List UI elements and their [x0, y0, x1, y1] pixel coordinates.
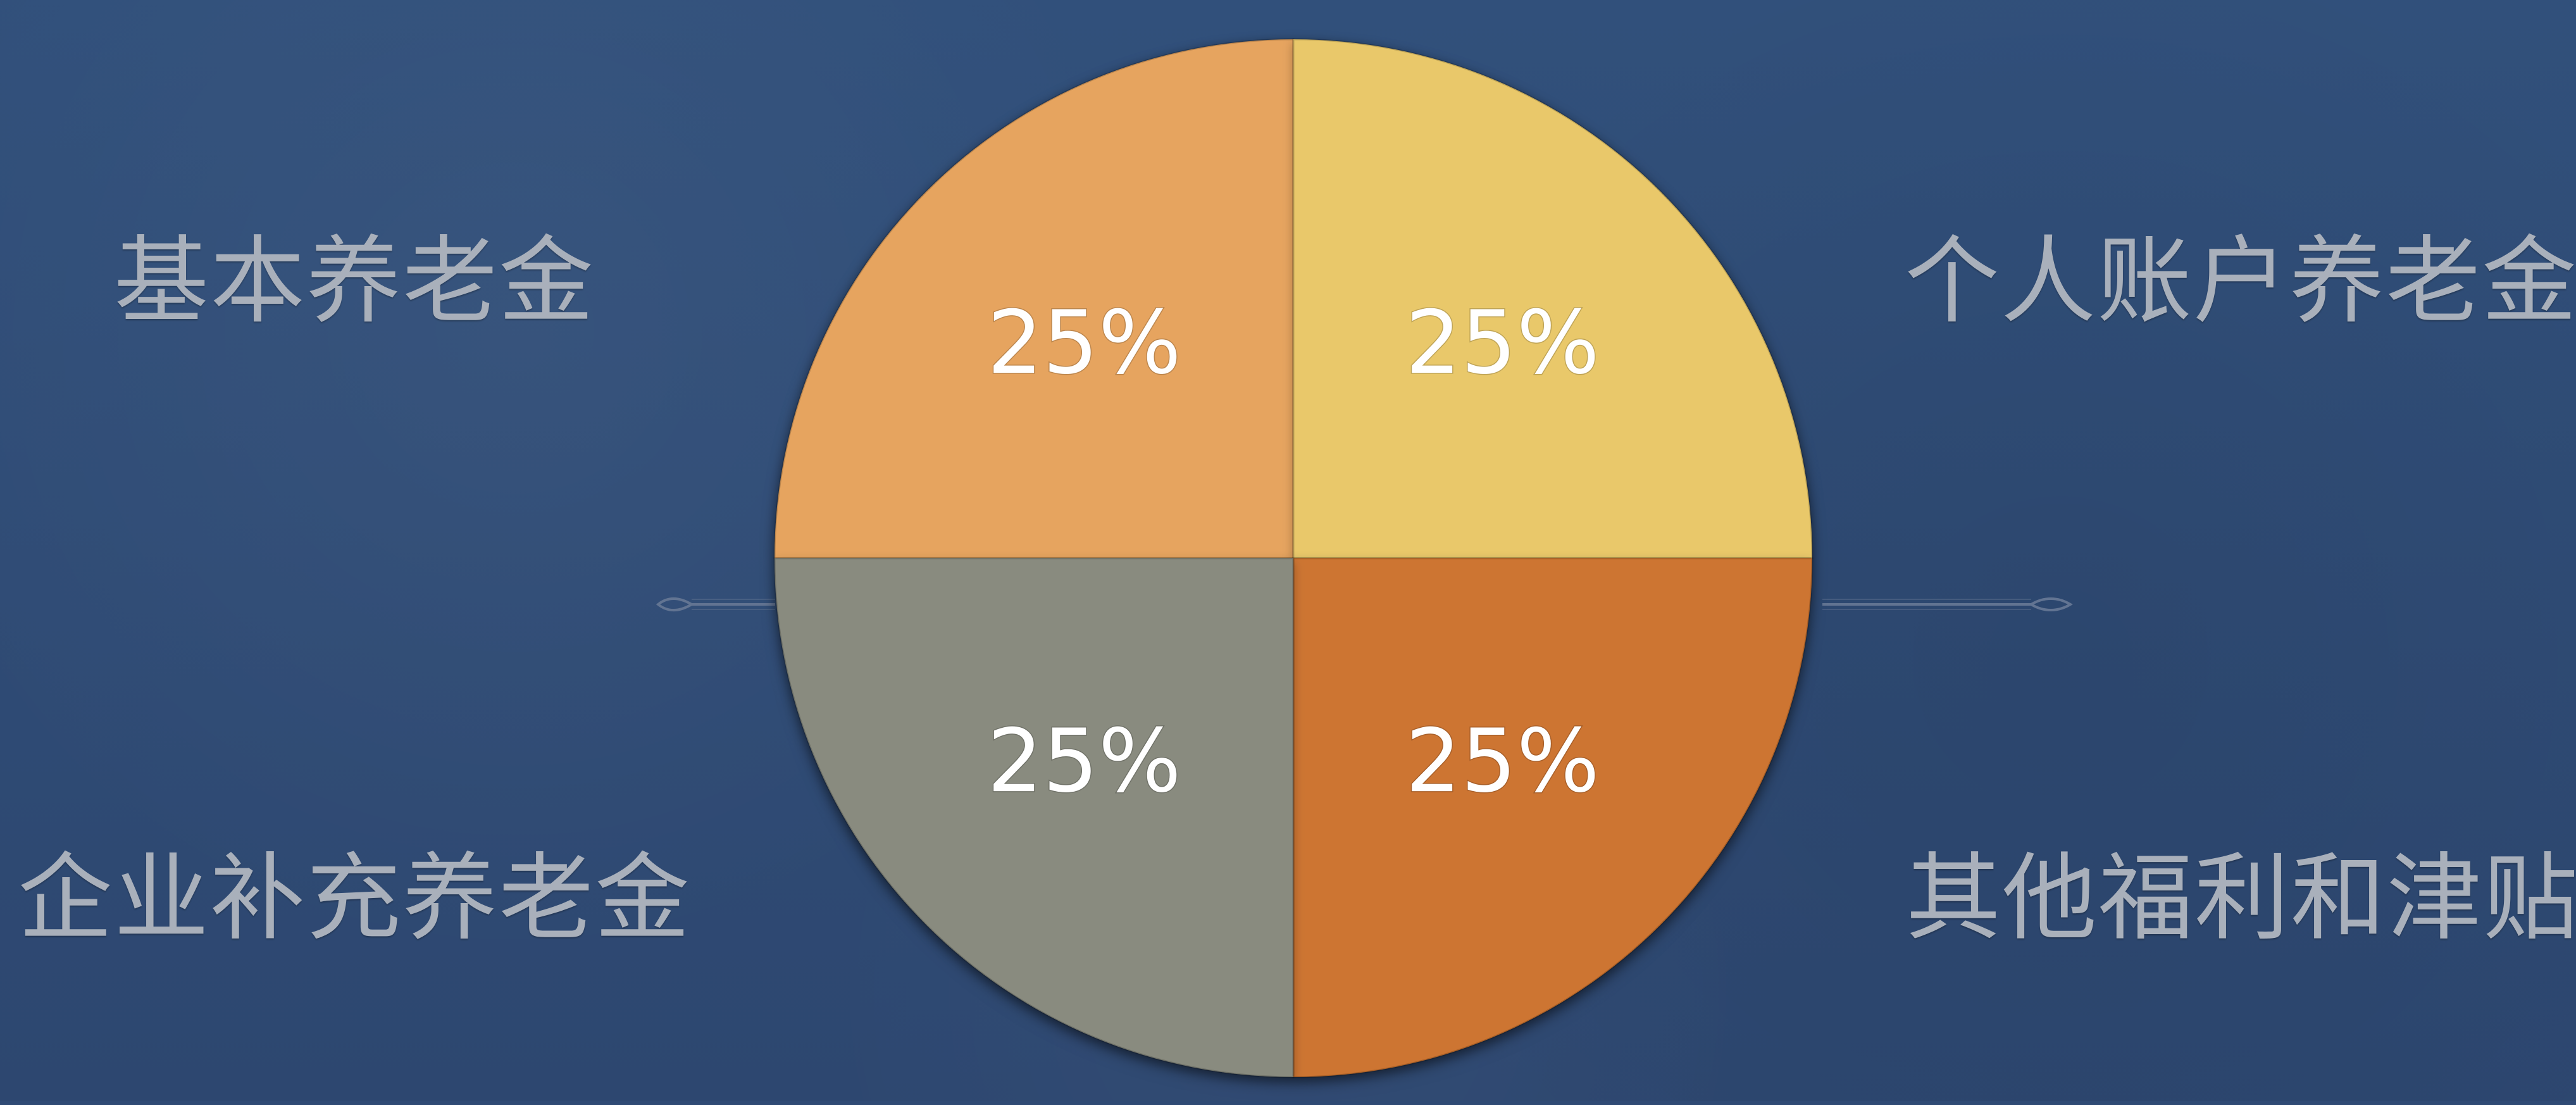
legend-label-basic-pension: 基本养老金	[114, 227, 595, 337]
pie-slice-label-3: 25%	[987, 710, 1181, 812]
pie-chart: 25% 25% 25% 25%	[773, 38, 1814, 1078]
pie-slices	[773, 38, 1814, 1078]
pie-slice-2	[1292, 557, 1814, 1078]
legend-label-enterprise-supplementary-pension: 企业补充养老金	[18, 844, 692, 954]
pie-slice-label-2: 25%	[1405, 710, 1600, 812]
pie-slice-1	[1292, 38, 1814, 559]
pie-slice-3	[773, 557, 1295, 1078]
pie-labels: 25% 25% 25% 25%	[986, 291, 1601, 813]
pie-slice-0	[773, 38, 1295, 559]
left-ornament-line	[656, 597, 775, 611]
right-ornament-line	[1822, 597, 2073, 611]
legend-label-personal-account-pension: 个人账户养老金	[1905, 227, 2576, 337]
legend-label-other-benefits: 其他福利和津贴	[1906, 844, 2576, 954]
pie-slice-label-1: 25%	[1405, 292, 1600, 394]
pie-slice-label-0: 25%	[987, 292, 1181, 394]
